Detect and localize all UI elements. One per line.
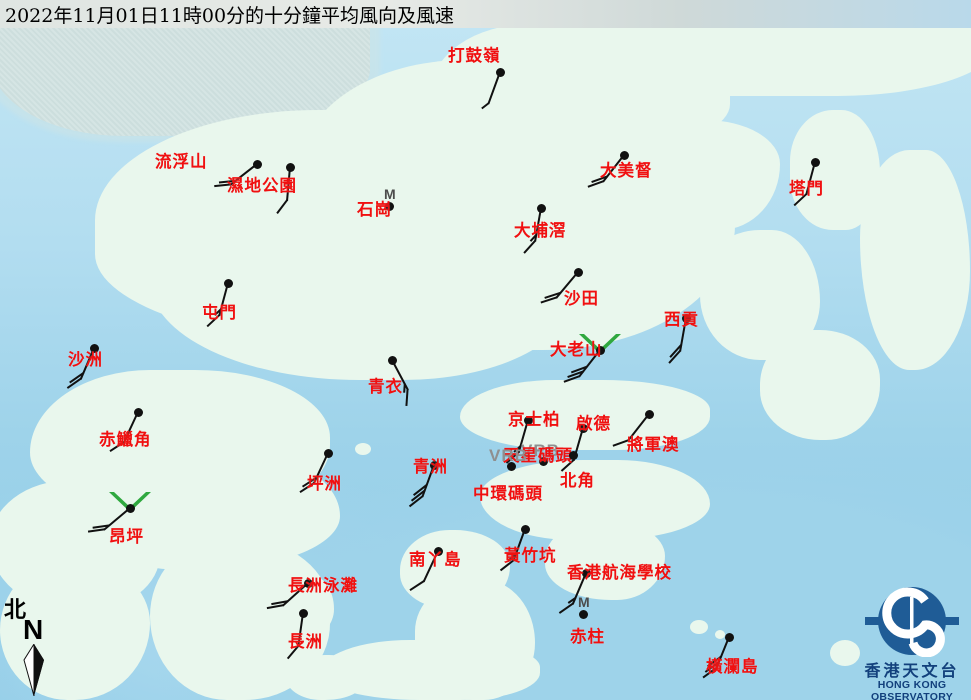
station-name-label: 啟德 [576, 414, 611, 433]
station-name-label: 南丫島 [409, 550, 462, 569]
variable-wind-indicator: VRB [489, 446, 528, 465]
station-name-label: 流浮山 [155, 152, 208, 171]
station-name-label: 天星碼頭 [503, 446, 573, 465]
station-marker-dot [523, 415, 533, 425]
station-name-label: 青洲 [413, 457, 448, 476]
station-marker-dot [595, 345, 605, 355]
station-marker-dot [298, 608, 308, 618]
hko-logo-en-text: HONG KONG OBSERVATORY [870, 679, 954, 700]
compass-north-en-label: N [23, 614, 44, 645]
compass-rose: 北 N [4, 592, 62, 700]
compass-north-cn-label: 北 [4, 597, 27, 623]
station-name-label: 香港航海學校 [567, 563, 672, 582]
station-marker-dot [578, 609, 588, 619]
station-name-label: 沙田 [564, 289, 599, 308]
station-name-label: 橫瀾島 [706, 657, 759, 676]
station-name-label: 長洲泳灘 [288, 576, 358, 595]
station-name-label: 打鼓嶺 [448, 46, 501, 65]
station-name-label: 昂坪 [109, 527, 144, 546]
station-name-label: 西貢 [664, 310, 699, 329]
hko-logo-cn-text: 香港天文台 [864, 661, 960, 680]
station-name-label: 京士柏 [508, 410, 561, 429]
station-marker-dot [538, 456, 548, 466]
gale-warning-triangle-icon [109, 492, 151, 512]
station-name-label: 赤鱲角 [99, 430, 152, 449]
station-name-label: 將軍澳 [627, 435, 680, 454]
station-name-label: 沙洲 [68, 350, 103, 369]
station-marker-dot [581, 568, 591, 578]
station-marker-dot [323, 448, 333, 458]
station-marker-dot [644, 409, 654, 419]
station-marker-dot [125, 503, 135, 513]
station-marker-dot [520, 524, 530, 534]
station-name-label: 赤柱 [570, 627, 605, 646]
station-marker-dot [506, 461, 516, 471]
station-marker-dot [433, 546, 443, 556]
missing-data-indicator: M [384, 186, 396, 202]
station-name-label: 青衣 [368, 377, 403, 396]
page-title: 2022年11月01日11時00分的十分鐘平均風向及風速 [5, 5, 455, 27]
station-name-label: 大美督 [600, 161, 653, 180]
station-name-label: 石崗 [357, 200, 392, 219]
station-name-label: 中環碼頭 [473, 484, 543, 503]
station-name-label: 濕地公園 [227, 176, 297, 195]
station-name-label: 黃竹坑 [504, 546, 557, 565]
station-marker-dot [810, 157, 820, 167]
station-marker-dot [681, 313, 691, 323]
hko-logo-icon [865, 587, 959, 658]
station-marker-dot [223, 278, 233, 288]
hko-logo: 香港天文台 HONG KONG OBSERVATORY [853, 585, 971, 700]
gale-warning-triangle-icon [579, 334, 621, 354]
station-marker-dot [89, 343, 99, 353]
station-marker-dot [303, 578, 313, 588]
missing-data-indicator: M [578, 594, 590, 610]
station-marker-dot [568, 450, 578, 460]
station-marker-dot [252, 159, 262, 169]
station-marker-dot [578, 423, 588, 433]
station-name-label: 大老山 [550, 340, 603, 359]
title-bar: 2022年11月01日11時00分的十分鐘平均風向及風速 [0, 0, 971, 28]
station-name-label: 屯門 [202, 303, 237, 322]
station-marker-dot [384, 201, 394, 211]
station-marker-dot [285, 162, 295, 172]
station-marker-dot [619, 150, 629, 160]
station-name-label: 塔門 [789, 179, 824, 198]
station-marker-dot [133, 407, 143, 417]
station-name-label: 坪洲 [307, 474, 342, 493]
station-name-label: 北角 [560, 471, 595, 490]
variable-wind-indicator: VRB [521, 441, 560, 460]
station-marker-dot [387, 355, 397, 365]
compass-needle-icon [23, 644, 44, 696]
station-name-label: 長洲 [288, 632, 323, 651]
station-marker-dot [429, 460, 439, 470]
station-marker-dot [536, 203, 546, 213]
station-name-label: 大埔滘 [514, 221, 567, 240]
station-marker-dot [724, 632, 734, 642]
station-marker-dot [573, 267, 583, 277]
station-marker-dot [495, 67, 505, 77]
